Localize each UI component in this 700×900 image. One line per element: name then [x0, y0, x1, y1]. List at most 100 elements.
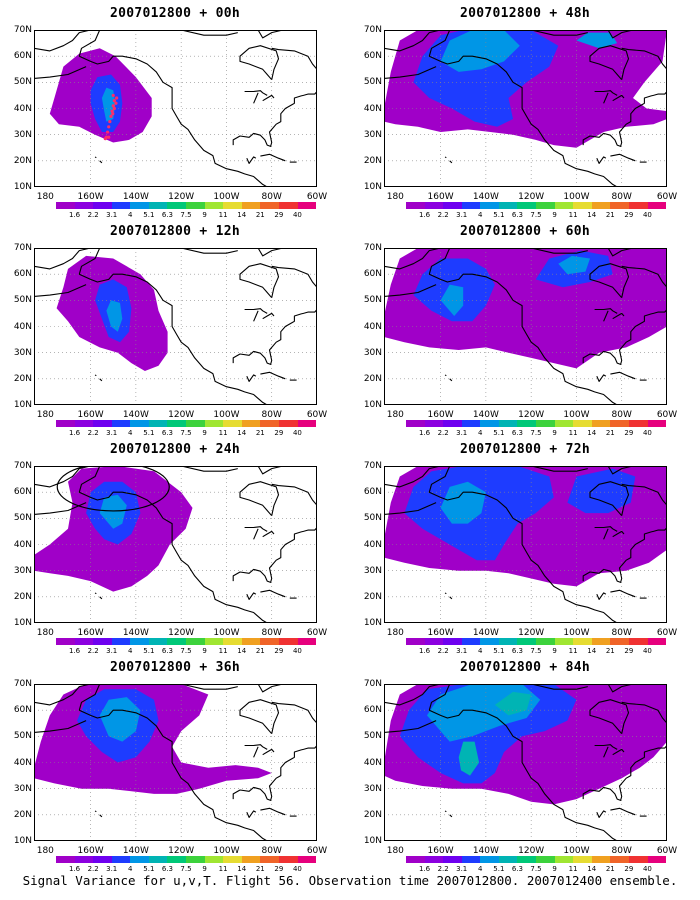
- color-bar-swatch: [406, 856, 425, 863]
- coastline: [244, 526, 268, 532]
- longitude-label: 120W: [518, 192, 545, 202]
- latitude-label: 70N: [13, 25, 32, 35]
- color-bar-swatch: [167, 420, 187, 427]
- map-panel: 2007012800 + 84h 70N 60N 50N 40N 30N 20N 10N 180…: [350, 654, 700, 873]
- color-bar-swatch: [573, 638, 592, 645]
- color-bar-swatch: [241, 420, 261, 427]
- latitude-label: 40N: [363, 103, 382, 114]
- color-bar-label: 14: [237, 865, 247, 873]
- longitude-label: 140W: [472, 846, 499, 856]
- coastline: [531, 684, 588, 690]
- longitude-label: 100W: [213, 628, 240, 638]
- longitude-label: 180: [36, 628, 54, 638]
- color-bar-swatch: [111, 856, 131, 863]
- color-bar-swatch: [297, 856, 317, 863]
- color-bar-swatch: [536, 202, 555, 209]
- longitude-label: 80W: [261, 628, 282, 638]
- coastline: [34, 502, 87, 515]
- coastline: [244, 744, 268, 750]
- longitude-label: 160W: [77, 628, 104, 638]
- latitude-label: 60N: [13, 487, 32, 498]
- color-bar-label: 1.6: [68, 647, 81, 655]
- coastline: [257, 30, 284, 39]
- coastline: [589, 45, 630, 81]
- color-bar-swatch: [628, 202, 648, 209]
- coastline: [239, 263, 280, 299]
- coastline: [428, 248, 619, 405]
- coastline: [34, 30, 91, 52]
- observation-marker: [115, 96, 119, 100]
- color-bar-label: 6.3: [511, 211, 523, 219]
- coastline: [449, 160, 453, 164]
- latitude-label: 60N: [363, 51, 382, 62]
- color-bar-swatch: [536, 638, 555, 645]
- coastline: [244, 308, 268, 314]
- coastline: [603, 528, 609, 540]
- longitude-label: 160W: [427, 192, 454, 202]
- latitude-label: 60N: [363, 269, 382, 280]
- observation-marker: [112, 106, 116, 111]
- coastline: [34, 720, 87, 733]
- latitude-label: 30N: [13, 565, 32, 576]
- coastline: [262, 530, 275, 538]
- longitude-label: 140W: [122, 846, 149, 856]
- color-bar-swatch: [480, 202, 499, 209]
- coastline: [621, 483, 667, 506]
- color-bar-swatch: [443, 202, 462, 209]
- color-bar-swatch: [241, 856, 261, 863]
- variance-map: [384, 684, 667, 841]
- color-bar-label: 29: [624, 429, 634, 437]
- longitude-label: 140W: [122, 192, 149, 202]
- latitude-label: 20N: [13, 591, 32, 602]
- coastline: [257, 248, 284, 257]
- coastline: [257, 684, 284, 693]
- coastline: [384, 684, 441, 706]
- color-bar-label: 9: [202, 429, 207, 437]
- coastline: [271, 265, 317, 288]
- color-bar-label: 7.5: [180, 211, 192, 219]
- coastline: [582, 309, 667, 365]
- longitude-label: 160W: [427, 846, 454, 856]
- color-bar-swatch: [480, 856, 499, 863]
- panel-title: 2007012800 + 72h: [459, 442, 591, 457]
- color-bar-swatch: [424, 638, 444, 645]
- coastline: [610, 807, 636, 816]
- color-bar-label: 5.1: [493, 429, 505, 437]
- color-bar-swatch: [647, 856, 667, 863]
- color-bar-label: 3.1: [456, 865, 468, 873]
- color-bar-label: 4: [478, 429, 483, 437]
- coastline: [449, 596, 453, 600]
- coastline: [262, 748, 275, 756]
- variance-contour: [99, 494, 127, 529]
- color-bar: [56, 638, 317, 645]
- color-bar-swatch: [148, 856, 168, 863]
- observation-marker: [111, 104, 115, 108]
- longitude-label: 120W: [518, 846, 545, 856]
- latitude-label: 40N: [363, 539, 382, 550]
- coastline: [603, 746, 609, 758]
- longitude-label: 80W: [261, 846, 282, 856]
- coastline: [531, 466, 588, 472]
- latitude-label: 40N: [363, 757, 382, 768]
- color-bar-label: 5.1: [143, 429, 155, 437]
- coastline: [99, 814, 103, 818]
- longitude-label: 160W: [77, 192, 104, 202]
- color-bar-label: 21: [605, 647, 615, 655]
- color-bar-label: 5.1: [493, 865, 505, 873]
- color-bar-label: 2.2: [87, 865, 99, 873]
- color-bar-swatch: [406, 638, 425, 645]
- coastline: [384, 248, 441, 270]
- coastline: [260, 371, 286, 380]
- color-bar-label: 21: [255, 865, 265, 873]
- color-bar-swatch: [480, 420, 499, 427]
- color-bar: [56, 420, 317, 427]
- color-bar-swatch: [498, 420, 518, 427]
- coastline: [271, 701, 317, 724]
- coastline: [78, 684, 269, 841]
- coastline: [99, 378, 103, 382]
- color-bar-swatch: [536, 420, 555, 427]
- latitude-label: 10N: [363, 836, 382, 846]
- coastline: [610, 371, 636, 380]
- latitude-label: 40N: [13, 539, 32, 550]
- coastline: [612, 530, 625, 538]
